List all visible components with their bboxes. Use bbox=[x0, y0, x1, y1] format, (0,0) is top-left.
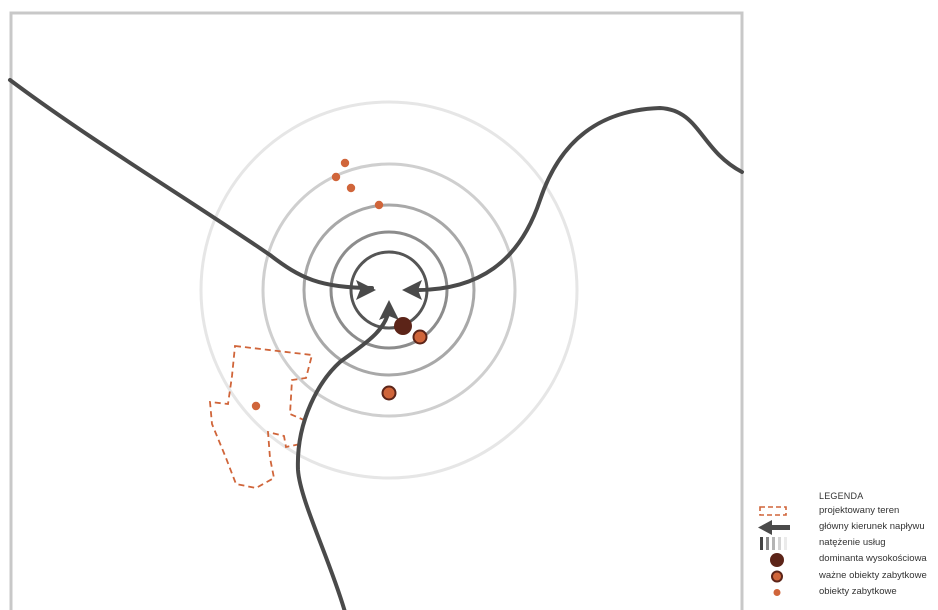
arrow-left-icon bbox=[758, 520, 790, 535]
important-heritage-marker bbox=[381, 385, 397, 401]
dashed-rectangle-icon bbox=[759, 506, 787, 516]
height-dominant-marker bbox=[394, 317, 412, 335]
legend-item-service-intensity: natężenie usług bbox=[756, 536, 938, 551]
projected-area-outline bbox=[209, 344, 314, 489]
service-ring-small bbox=[329, 230, 449, 350]
dark-circle-icon bbox=[770, 553, 784, 567]
legend-label: natężenie usług bbox=[819, 537, 886, 548]
legend-item-main-inflow-direction: główny kierunek napływu bbox=[756, 520, 938, 535]
legend-label: dominanta wysokościowa bbox=[819, 553, 927, 564]
road-east bbox=[408, 105, 744, 293]
service-ring-mid bbox=[261, 162, 517, 418]
service-ring-outer bbox=[199, 100, 579, 480]
legend-label: główny kierunek napływu bbox=[819, 521, 925, 532]
legend-item-important-heritage: ważne obiekty zabytkowe bbox=[756, 569, 938, 584]
outlined-orange-circle-icon bbox=[771, 570, 783, 583]
inflow-arrow-west bbox=[356, 280, 376, 300]
map-border bbox=[9, 11, 744, 610]
gradient-bars-icon bbox=[760, 537, 787, 550]
important-heritage-marker bbox=[412, 329, 428, 345]
service-ring-inner bbox=[302, 203, 476, 377]
heritage-marker bbox=[346, 183, 356, 193]
road-south bbox=[295, 308, 391, 610]
legend-label: projektowany teren bbox=[819, 505, 900, 516]
legend-item-projected-area: projektowany teren bbox=[756, 504, 938, 519]
heritage-marker bbox=[331, 172, 341, 182]
heritage-marker bbox=[340, 158, 350, 168]
legend-title: LEGENDA bbox=[819, 491, 864, 501]
legend-label: obiekty zabytkowe bbox=[819, 586, 897, 597]
heritage-marker bbox=[251, 401, 261, 411]
legend: LEGENDA projektowany teren główny kierun… bbox=[756, 489, 938, 609]
inflow-arrow-south bbox=[379, 300, 399, 320]
legend-item-height-dominant: dominanta wysokościowa bbox=[756, 552, 938, 567]
heritage-marker bbox=[374, 200, 384, 210]
inflow-arrow-east bbox=[402, 280, 422, 300]
legend-label: ważne obiekty zabytkowe bbox=[819, 570, 927, 581]
small-orange-dot-icon bbox=[773, 589, 781, 596]
road-west bbox=[8, 78, 374, 290]
legend-item-heritage: obiekty zabytkowe bbox=[756, 585, 938, 600]
